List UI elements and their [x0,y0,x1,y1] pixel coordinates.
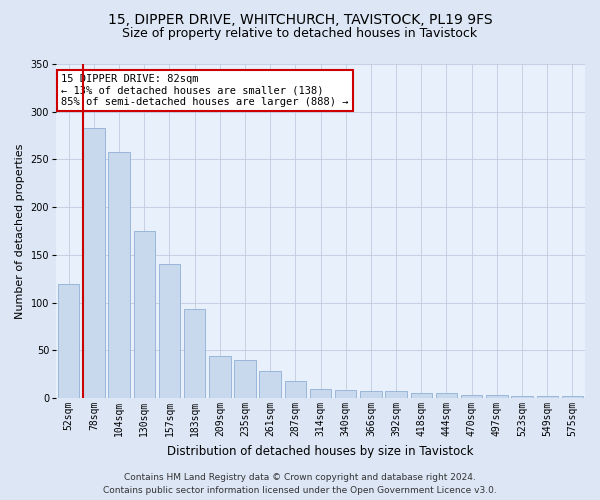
Bar [562,396,583,398]
Text: Size of property relative to detached houses in Tavistock: Size of property relative to detached ho… [122,28,478,40]
Bar [486,396,508,398]
Text: Contains HM Land Registry data © Crown copyright and database right 2024.
Contai: Contains HM Land Registry data © Crown c… [103,474,497,495]
Bar [184,310,205,398]
Text: 15 DIPPER DRIVE: 82sqm
← 13% of detached houses are smaller (138)
85% of semi-de: 15 DIPPER DRIVE: 82sqm ← 13% of detached… [61,74,349,107]
Bar [259,372,281,398]
Text: 15, DIPPER DRIVE, WHITCHURCH, TAVISTOCK, PL19 9FS: 15, DIPPER DRIVE, WHITCHURCH, TAVISTOCK,… [107,12,493,26]
Bar [410,394,432,398]
Bar [436,394,457,398]
Bar [284,381,306,398]
Bar [58,284,79,398]
Bar [209,356,230,398]
Bar [461,396,482,398]
Bar [335,390,356,398]
Bar [134,231,155,398]
Bar [511,396,533,398]
X-axis label: Distribution of detached houses by size in Tavistock: Distribution of detached houses by size … [167,444,474,458]
Bar [360,392,382,398]
Bar [83,128,104,398]
Y-axis label: Number of detached properties: Number of detached properties [15,144,25,319]
Bar [385,392,407,398]
Bar [235,360,256,398]
Bar [536,396,558,398]
Bar [310,388,331,398]
Bar [159,264,180,398]
Bar [109,152,130,398]
